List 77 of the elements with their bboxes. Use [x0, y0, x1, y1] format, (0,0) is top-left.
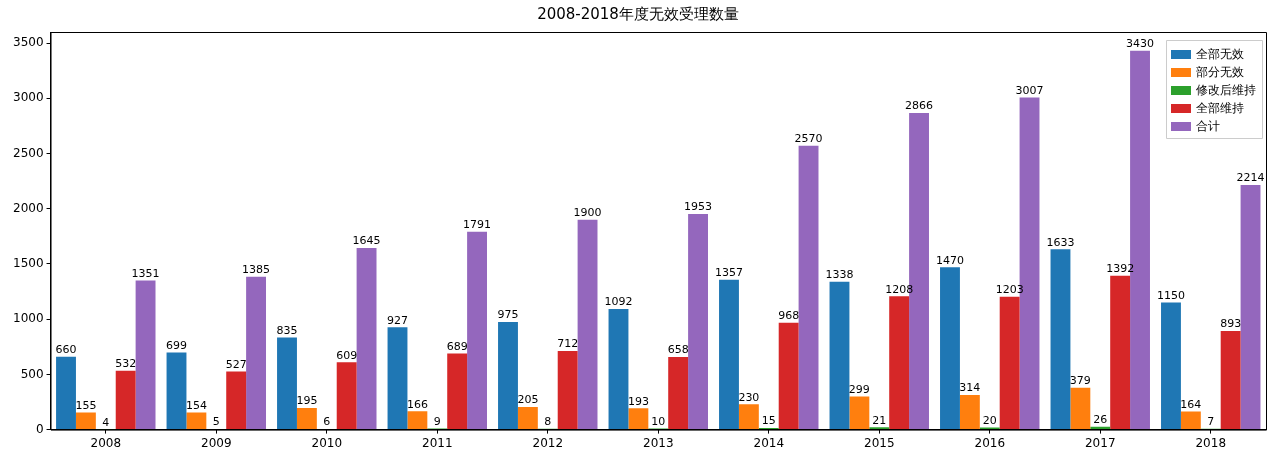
data-label: 699 — [166, 338, 188, 352]
data-label: 20 — [982, 413, 997, 427]
data-label: 1791 — [463, 218, 492, 232]
data-label: 532 — [115, 357, 137, 371]
x-tick-label: 2017 — [1084, 435, 1116, 450]
data-label: 6 — [323, 415, 331, 429]
y-tick-label: 2500 — [12, 145, 44, 160]
y-tick-label: 1000 — [12, 311, 44, 326]
data-label: 1633 — [1046, 235, 1075, 249]
data-label: 2570 — [794, 132, 823, 146]
legend-label: 修改后维持 — [1196, 83, 1256, 98]
data-label: 154 — [185, 398, 207, 412]
data-label: 195 — [296, 394, 318, 408]
x-tick-label: 2013 — [643, 435, 674, 450]
y-tick-label: 2000 — [12, 200, 44, 215]
data-label: 205 — [517, 393, 539, 407]
data-label: 712 — [557, 337, 579, 351]
x-tick-label: 2014 — [753, 435, 785, 450]
chart-title: 2008-2018年度无效受理数量 — [537, 4, 739, 23]
data-label: 658 — [667, 343, 689, 357]
data-label: 968 — [778, 309, 800, 323]
legend-label: 合计 — [1196, 119, 1220, 134]
y-tick-label: 3500 — [12, 35, 44, 50]
data-label: 1357 — [714, 266, 743, 280]
y-tick-label: 3000 — [12, 90, 44, 105]
data-label: 193 — [627, 394, 649, 408]
data-label: 1645 — [352, 234, 381, 248]
data-label: 2214 — [1236, 171, 1265, 185]
data-label: 689 — [446, 339, 468, 353]
data-label: 1900 — [573, 206, 602, 220]
y-tick-label: 500 — [20, 366, 44, 381]
data-label: 299 — [848, 382, 870, 396]
data-label: 527 — [225, 357, 247, 371]
data-label: 21 — [872, 413, 887, 427]
legend-label: 全部维持 — [1196, 101, 1244, 116]
data-label: 164 — [1180, 397, 1202, 411]
data-label: 230 — [738, 390, 760, 404]
data-label: 660 — [55, 343, 77, 357]
data-label: 893 — [1220, 317, 1242, 331]
data-label: 4 — [102, 415, 110, 429]
data-label: 1385 — [242, 262, 271, 276]
x-tick-label: 2018 — [1195, 435, 1227, 450]
data-label: 8 — [544, 415, 552, 429]
data-label: 609 — [336, 348, 358, 362]
x-tick-label: 2012 — [532, 435, 564, 450]
legend-label: 部分无效 — [1196, 65, 1244, 80]
data-label: 314 — [959, 381, 981, 395]
data-label: 166 — [406, 397, 428, 411]
x-tick-label: 2016 — [974, 435, 1006, 450]
x-tick-label: 2008 — [90, 435, 122, 450]
y-tick-label: 0 — [35, 421, 44, 436]
data-label: 1351 — [131, 266, 160, 280]
data-label: 3430 — [1126, 37, 1155, 51]
legend-label: 全部无效 — [1196, 47, 1244, 62]
data-label: 2866 — [905, 99, 934, 113]
x-tick-label: 2011 — [422, 435, 453, 450]
data-label: 26 — [1093, 413, 1108, 427]
data-label: 379 — [1069, 374, 1091, 388]
data-label: 3007 — [1015, 83, 1044, 97]
data-label: 1092 — [604, 295, 633, 309]
data-label: 10 — [651, 414, 666, 428]
data-label: 155 — [75, 398, 97, 412]
x-tick-label: 2015 — [863, 435, 895, 450]
x-tick-label: 2010 — [311, 435, 343, 450]
data-label: 1953 — [684, 200, 713, 214]
y-tick-label: 1500 — [12, 256, 44, 271]
data-label: 1470 — [935, 253, 964, 267]
data-label: 7 — [1207, 415, 1215, 429]
data-label: 5 — [212, 415, 220, 429]
data-label: 1338 — [825, 268, 854, 282]
data-label: 9 — [433, 414, 441, 428]
data-label: 835 — [276, 323, 298, 337]
x-tick-label: 2009 — [201, 435, 232, 450]
data-label: 927 — [387, 313, 408, 327]
data-label: 1150 — [1156, 288, 1185, 302]
data-label: 15 — [761, 414, 776, 428]
data-label: 975 — [497, 308, 519, 322]
